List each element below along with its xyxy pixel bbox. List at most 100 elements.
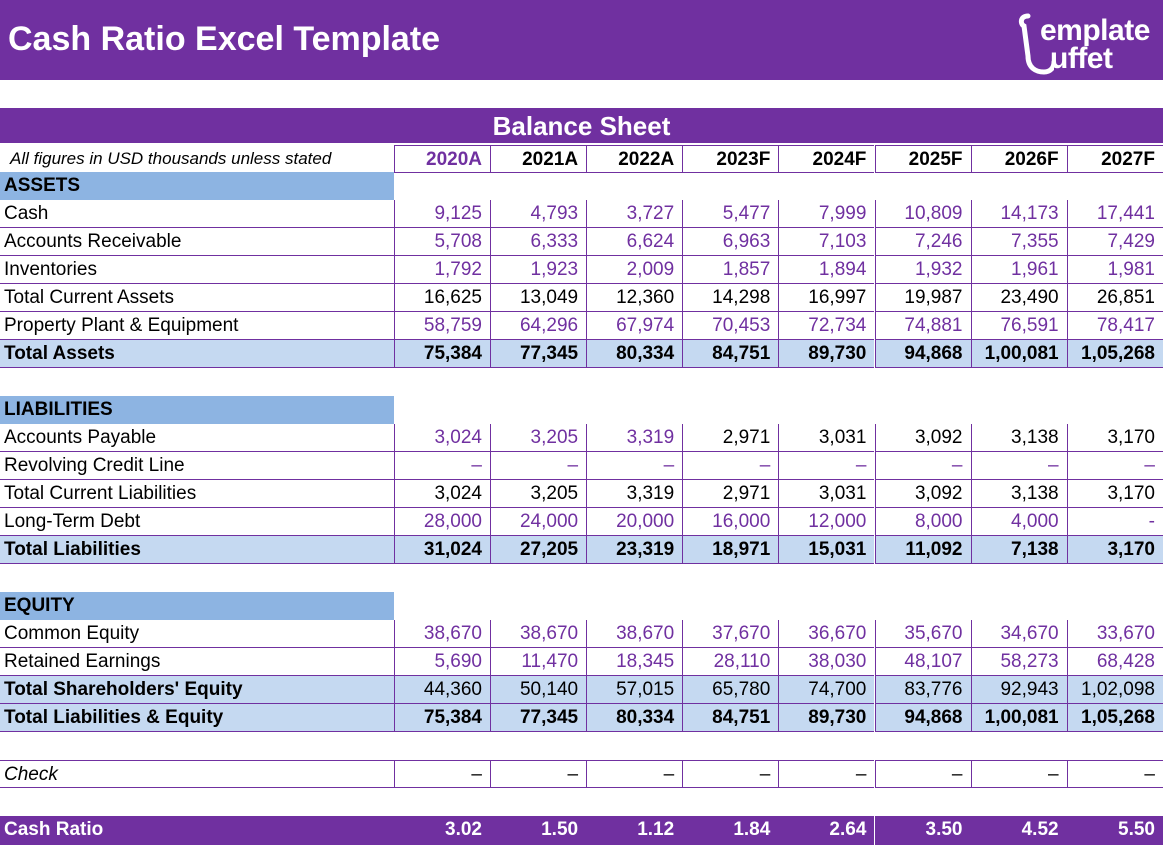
value-cell[interactable]: 11,092 [874,536,971,564]
value-cell[interactable]: – [490,452,587,480]
value-cell[interactable]: 4.52 [970,816,1067,845]
value-cell[interactable]: 3,031 [778,480,875,508]
value-cell[interactable]: – [394,452,490,480]
value-cell[interactable]: 7,103 [778,228,875,256]
value-cell[interactable]: 5.50 [1066,816,1163,845]
value-cell[interactable]: 5,708 [394,228,490,256]
value-cell[interactable]: 2,971 [682,480,779,508]
value-cell[interactable]: 1,961 [970,256,1067,284]
value-cell[interactable]: 1,857 [682,256,779,284]
value-cell[interactable]: 3,319 [586,480,683,508]
value-cell[interactable]: 9,125 [394,200,490,228]
value-cell[interactable]: 27,205 [490,536,587,564]
value-cell[interactable]: 14,298 [682,284,779,312]
value-cell[interactable]: 1,05,268 [1066,340,1163,368]
value-cell[interactable]: 7,999 [778,200,875,228]
value-cell[interactable]: – [970,452,1067,480]
value-cell[interactable]: 1,894 [778,256,875,284]
value-cell[interactable]: 3,024 [394,480,490,508]
value-cell[interactable]: 2,009 [586,256,683,284]
value-cell[interactable]: 5,477 [682,200,779,228]
value-cell[interactable]: 3.50 [874,816,971,845]
value-cell[interactable]: 37,670 [682,620,779,648]
value-cell[interactable]: – [874,760,971,788]
value-cell[interactable]: 7,138 [970,536,1067,564]
value-cell[interactable]: 38,670 [490,620,587,648]
value-cell[interactable]: 3,092 [874,480,971,508]
value-cell[interactable]: – [682,452,779,480]
value-cell[interactable]: 75,384 [394,340,490,368]
value-cell[interactable]: 3,205 [490,424,587,452]
value-cell[interactable]: 11,470 [490,648,587,676]
value-cell[interactable]: 7,246 [874,228,971,256]
value-cell[interactable]: 77,345 [490,340,587,368]
value-cell[interactable]: 3,170 [1066,480,1163,508]
value-cell[interactable]: 23,319 [586,536,683,564]
value-cell[interactable]: 33,670 [1066,620,1163,648]
value-cell[interactable]: 16,625 [394,284,490,312]
value-cell[interactable]: 34,670 [970,620,1067,648]
value-cell[interactable]: 3,727 [586,200,683,228]
value-cell[interactable]: 12,360 [586,284,683,312]
value-cell[interactable]: 16,000 [682,508,779,536]
value-cell[interactable]: 68,428 [1066,648,1163,676]
value-cell[interactable]: 3.02 [394,816,490,845]
value-cell[interactable]: – [874,452,971,480]
value-cell[interactable]: 67,974 [586,312,683,340]
value-cell[interactable]: 28,110 [682,648,779,676]
value-cell[interactable]: – [586,760,683,788]
value-cell[interactable]: 8,000 [874,508,971,536]
value-cell[interactable]: 4,793 [490,200,587,228]
value-cell[interactable]: 12,000 [778,508,875,536]
value-cell[interactable]: 20,000 [586,508,683,536]
value-cell[interactable]: 7,355 [970,228,1067,256]
value-cell[interactable]: 1,02,098 [1066,676,1163,704]
value-cell[interactable]: 2.64 [778,816,875,845]
value-cell[interactable]: 38,670 [586,620,683,648]
value-cell[interactable]: 24,000 [490,508,587,536]
value-cell[interactable]: 74,700 [778,676,875,704]
value-cell[interactable]: 94,868 [874,340,971,368]
year-header[interactable]: 2026F [970,145,1067,173]
value-cell[interactable]: 57,015 [586,676,683,704]
value-cell[interactable]: 75,384 [394,704,490,732]
value-cell[interactable]: 1,00,081 [970,340,1067,368]
value-cell[interactable]: 18,971 [682,536,779,564]
value-cell[interactable]: 50,140 [490,676,587,704]
value-cell[interactable]: 3,205 [490,480,587,508]
value-cell[interactable]: 26,851 [1066,284,1163,312]
value-cell[interactable]: 94,868 [874,704,971,732]
value-cell[interactable]: 3,138 [970,424,1067,452]
value-cell[interactable]: 14,173 [970,200,1067,228]
value-cell[interactable]: – [586,452,683,480]
value-cell[interactable]: 77,345 [490,704,587,732]
value-cell[interactable]: 23,490 [970,284,1067,312]
value-cell[interactable]: 1.12 [586,816,683,845]
value-cell[interactable]: 89,730 [778,340,875,368]
value-cell[interactable]: 38,670 [394,620,490,648]
value-cell[interactable]: 6,963 [682,228,779,256]
value-cell[interactable]: 1,792 [394,256,490,284]
value-cell[interactable]: 80,334 [586,704,683,732]
value-cell[interactable]: 28,000 [394,508,490,536]
year-header[interactable]: 2024F [778,145,875,173]
value-cell[interactable]: 38,030 [778,648,875,676]
value-cell[interactable]: 3,319 [586,424,683,452]
year-header[interactable]: 2020A [394,145,490,173]
value-cell[interactable]: – [1066,452,1163,480]
value-cell[interactable]: 76,591 [970,312,1067,340]
value-cell[interactable]: – [490,760,587,788]
value-cell[interactable]: 64,296 [490,312,587,340]
year-header[interactable]: 2025F [874,145,971,173]
value-cell[interactable]: 3,024 [394,424,490,452]
value-cell[interactable]: 4,000 [970,508,1067,536]
value-cell[interactable]: – [778,760,875,788]
value-cell[interactable]: 6,624 [586,228,683,256]
value-cell[interactable]: 72,734 [778,312,875,340]
value-cell[interactable]: 7,429 [1066,228,1163,256]
value-cell[interactable]: 10,809 [874,200,971,228]
value-cell[interactable]: 3,170 [1066,424,1163,452]
value-cell[interactable]: 84,751 [682,704,779,732]
value-cell[interactable]: 78,417 [1066,312,1163,340]
value-cell[interactable]: – [778,452,875,480]
